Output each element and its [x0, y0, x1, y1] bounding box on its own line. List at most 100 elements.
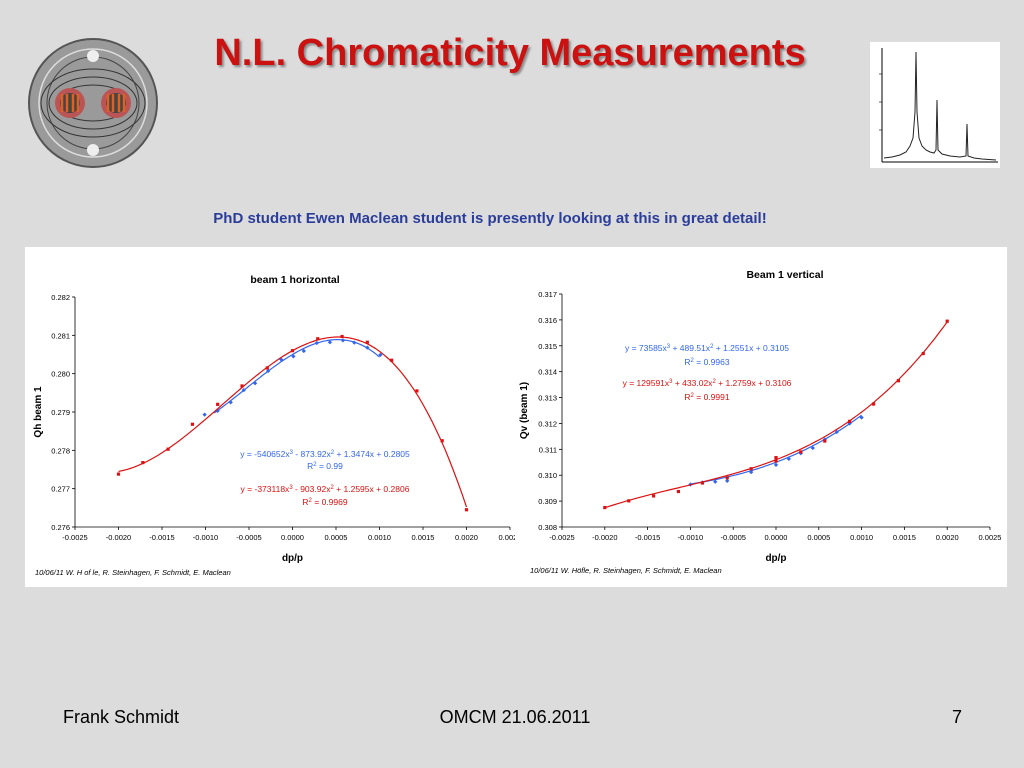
- y-tick-label: 0.279: [51, 408, 70, 417]
- y-tick-label: 0.312: [538, 419, 557, 428]
- x-tick-label: 0.0005: [807, 533, 830, 542]
- y-tick-label: 0.317: [538, 290, 557, 299]
- data-point: [774, 456, 778, 460]
- data-point: [166, 447, 170, 451]
- data-point: [749, 467, 753, 471]
- data-point: [390, 358, 394, 362]
- x-tick-label: -0.0025: [62, 533, 87, 542]
- chart-credit: 10/06/11 W. H of le, R. Steinhagen, F. S…: [35, 568, 231, 577]
- x-tick-label: -0.0015: [149, 533, 174, 542]
- data-point: [240, 384, 244, 388]
- data-point: [725, 476, 729, 480]
- x-tick-label: 0.0005: [325, 533, 348, 542]
- data-point: [290, 349, 295, 353]
- r-squared: R2 = 0.9963: [684, 357, 729, 367]
- data-point: [316, 337, 320, 341]
- data-point: [202, 412, 207, 417]
- x-tick-label: 0.0010: [368, 533, 391, 542]
- data-point: [415, 389, 419, 393]
- data-point: [314, 340, 319, 346]
- x-tick-label: 0.0025: [499, 533, 515, 542]
- data-point: [921, 351, 925, 356]
- data-point: [834, 429, 839, 435]
- x-tick-label: 0.0015: [893, 533, 916, 542]
- y-tick-label: 0.277: [51, 485, 70, 494]
- fit-equation: y = -540652x3 - 873.92x2 + 1.3474x + 0.2…: [240, 449, 410, 459]
- y-axis-label: Qv (beam 1): [519, 382, 530, 439]
- beam1-horizontal-chart: beam 1 horizontal -0.0025 -0.0020 -0.0015 -0…: [33, 274, 515, 577]
- chart-credit: 10/06/11 W. Höfle, R. Steinhagen, F. Sch…: [530, 566, 722, 575]
- y-tick-label: 0.281: [51, 331, 70, 340]
- x-tick-label: 0.0020: [936, 533, 959, 542]
- data-point: [786, 456, 791, 462]
- y-tick-label: 0.308: [538, 523, 557, 532]
- chart-title: Beam 1 vertical: [746, 269, 823, 281]
- y-tick-label: 0.311: [539, 445, 557, 454]
- data-point: [241, 388, 246, 393]
- fit-equation: y = -373118x3 - 903.92x2 + 1.2595x + 0.2…: [241, 484, 410, 494]
- data-point: [190, 422, 195, 426]
- data-point: [651, 494, 656, 498]
- data-point: [896, 379, 901, 383]
- data-point: [700, 481, 704, 485]
- data-point: [848, 419, 852, 423]
- x-tick-label: 0.0025: [979, 533, 1002, 542]
- x-tick-label: -0.0005: [720, 533, 745, 542]
- x-tick-label: -0.0010: [193, 533, 218, 542]
- y-tick-label: 0.313: [538, 394, 557, 403]
- y-tick-label: 0.278: [51, 446, 70, 455]
- x-tick-label: 0.0010: [850, 533, 873, 542]
- beam1-vertical-chart: Beam 1 vertical -0.0025 -0.0020 -0.0015 -0.0…: [519, 269, 1002, 575]
- magnet-cross-section-logo: [28, 38, 158, 168]
- data-point: [713, 479, 718, 484]
- x-tick-label: 0.0000: [281, 533, 304, 542]
- x-tick-label: 0.0000: [765, 533, 788, 542]
- data-point: [265, 366, 269, 370]
- fit-curve: [213, 338, 380, 414]
- data-point: [676, 489, 681, 494]
- data-point: [774, 459, 778, 463]
- x-tick-label: -0.0010: [678, 533, 703, 542]
- x-tick-label: 0.0015: [412, 533, 435, 542]
- data-point: [228, 400, 233, 405]
- data-point: [216, 402, 220, 406]
- x-tick-label: -0.0020: [106, 533, 131, 542]
- data-point: [266, 368, 271, 374]
- x-tick-label: -0.0020: [592, 533, 617, 542]
- x-tick-label: -0.0015: [635, 533, 660, 542]
- slide-title: N.L. Chromaticity Measurements: [214, 32, 806, 74]
- data-point: [440, 439, 444, 443]
- fit-curve: [118, 336, 468, 508]
- y-tick-label: 0.276: [51, 523, 70, 532]
- r-squared: R2 = 0.99: [307, 461, 343, 471]
- y-tick-label: 0.282: [51, 293, 70, 302]
- y-axis-label: Qh beam 1: [33, 386, 44, 438]
- data-point: [725, 478, 730, 484]
- y-tick-label: 0.309: [538, 497, 557, 506]
- y-tick-label: 0.310: [538, 471, 557, 480]
- data-point: [464, 508, 469, 512]
- y-tick-label: 0.314: [538, 368, 557, 377]
- fit-equation: y = 73585x3 + 489.51x2 + 1.2551x + 0.310…: [625, 343, 789, 353]
- x-tick-label: -0.0005: [236, 533, 261, 542]
- data-point: [301, 348, 306, 354]
- data-point: [116, 472, 121, 476]
- data-point: [340, 334, 344, 339]
- data-point: [603, 505, 607, 510]
- r-squared: R2 = 0.9991: [684, 392, 729, 402]
- data-point: [799, 450, 803, 454]
- slide-subtitle: PhD student Ewen Maclean student is pres…: [213, 210, 767, 227]
- data-point: [945, 319, 949, 323]
- footer-page-number: 7: [951, 707, 962, 727]
- tune-spectrum-thumbnail: [870, 42, 1000, 168]
- r-squared: R2 = 0.9969: [302, 497, 347, 507]
- data-point: [749, 469, 754, 475]
- x-axis-label: dp/p: [765, 553, 786, 564]
- data-point: [871, 402, 876, 406]
- y-tick-label: 0.316: [538, 316, 557, 325]
- data-point: [810, 445, 815, 451]
- footer-author: Frank Schmidt: [63, 707, 180, 727]
- footer-event: OMCM 21.06.2011: [439, 707, 591, 727]
- fit-equation: y = 129591x3 + 433.02x2 + 1.2759x + 0.31…: [623, 378, 792, 388]
- x-axis-label: dp/p: [282, 553, 303, 564]
